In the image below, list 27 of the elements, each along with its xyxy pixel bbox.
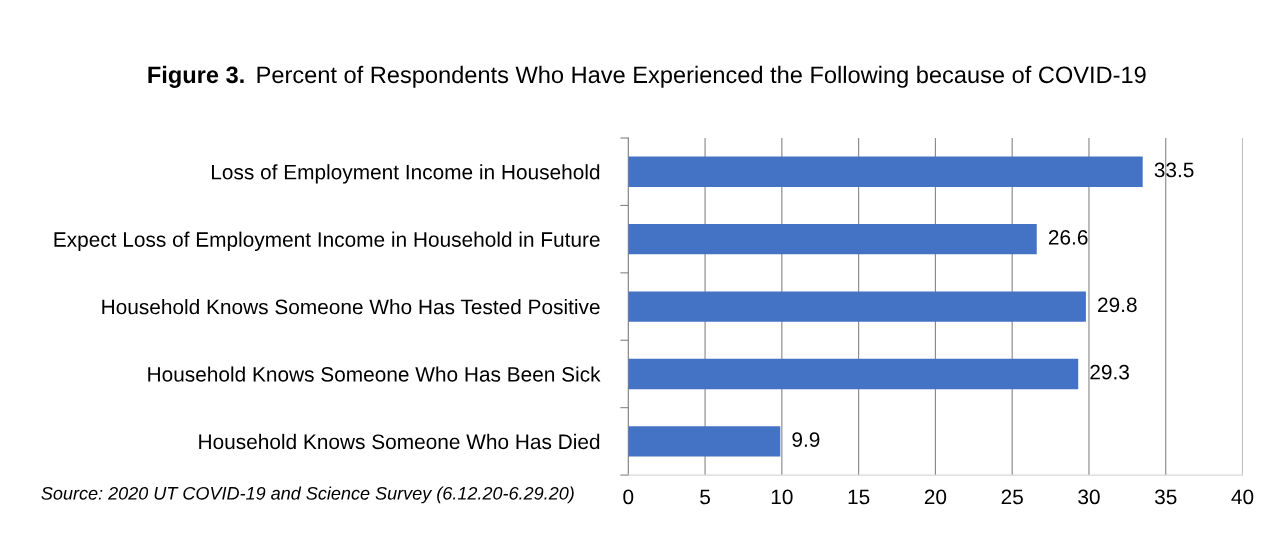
- x-tick-label: 15: [848, 489, 870, 505]
- data-label: 26.6: [1048, 229, 1088, 245]
- y-tick-label: Household Knows Someone Who Has Been Sick: [148, 366, 601, 382]
- y-tick-label: Household Knows Someone Who Has Died: [199, 433, 600, 450]
- y-tick-label: Expect Loss of Employment Income in Household in Future: [54, 231, 600, 252]
- x-tick-label: 30: [1078, 489, 1100, 505]
- data-label: 29.8: [1098, 297, 1137, 313]
- x-tick-label: 0: [623, 489, 634, 505]
- data-label: 33.5: [1154, 162, 1194, 178]
- data-label: 9.9: [792, 432, 820, 447]
- x-tick-label: 5: [700, 489, 710, 505]
- chart-subtitle: Percent of Respondents Who Have Experienced the Following because of COVID-19: [257, 65, 1146, 88]
- bar: [628, 223, 1037, 255]
- bar: [628, 426, 781, 457]
- bar: [628, 291, 1086, 322]
- y-tick-label: Household Knows Someone Who Has Tested Positive: [102, 299, 600, 315]
- x-tick-label: 20: [924, 489, 947, 505]
- bar: [628, 156, 1143, 187]
- source-note: Source: 2020 UT COVID-19 and Science Survey (6.12.20-6.29.20): [41, 486, 574, 504]
- y-tick-label: Loss of Employment Income in Household: [211, 164, 600, 184]
- x-tick-label: 40: [1231, 489, 1254, 505]
- x-tick-label: 35: [1154, 489, 1177, 505]
- x-tick-label: 10: [771, 489, 793, 505]
- bar: [628, 358, 1079, 390]
- text: Figure 3.: [148, 65, 244, 88]
- x-tick-label: 25: [1001, 489, 1023, 505]
- data-label: 29.3: [1090, 364, 1129, 380]
